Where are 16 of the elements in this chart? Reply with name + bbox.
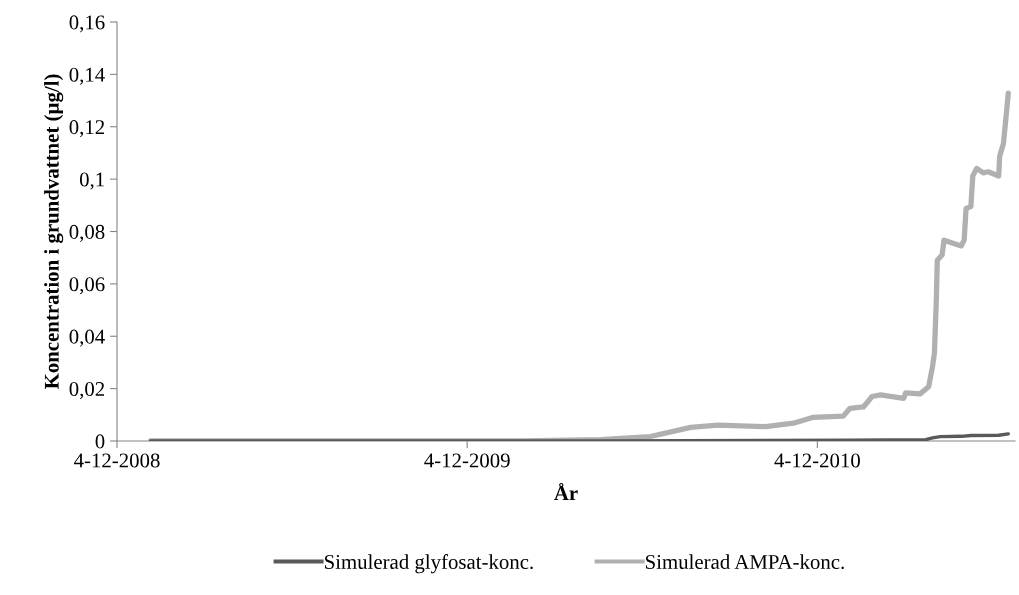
y-tick-label: 0,02 [69, 382, 105, 400]
legend-label: Simulerad AMPA-konc. [645, 554, 844, 570]
y-tick-label: 0,04 [69, 329, 105, 347]
y-tick-label: 0,16 [69, 15, 105, 33]
x-tick-label: 4-12-2010 [774, 453, 860, 468]
x-tick-label: 4-12-2009 [424, 453, 510, 468]
y-tick-label: 0,1 [79, 172, 104, 190]
x-tick-label: 4-12-2008 [74, 453, 160, 468]
x-axis-title: År [554, 482, 578, 501]
y-axis-title: Koncentration i grundvattnet (µg/l) [44, 74, 64, 390]
y-tick-label: 0,14 [69, 67, 105, 85]
y-tick-label: 0,06 [69, 277, 105, 295]
y-tick-label: 0,12 [69, 120, 105, 138]
y-tick-label: 0,08 [69, 224, 105, 242]
y-tick-label: 0 [95, 434, 105, 449]
legend-label: Simulerad glyfosat-konc. [324, 554, 533, 574]
